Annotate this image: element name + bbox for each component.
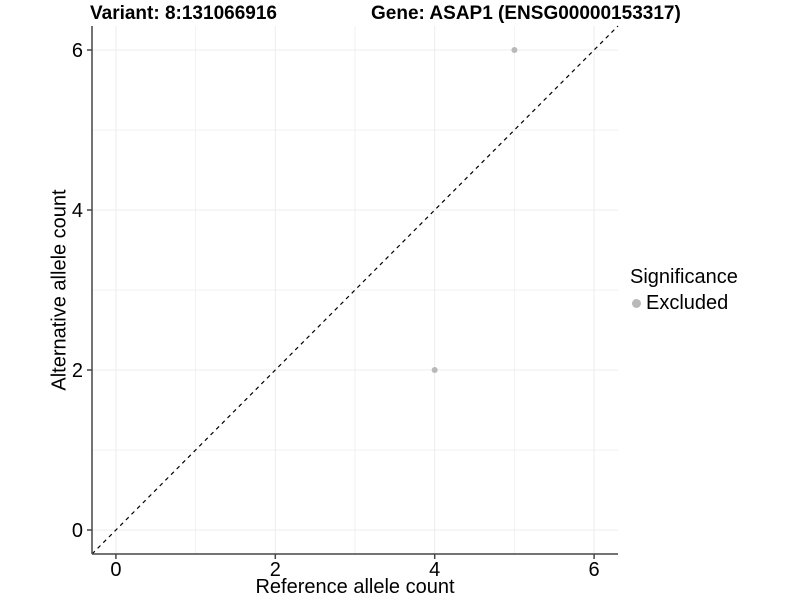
y-tick-label: 2 (72, 360, 83, 382)
x-tick-label: 0 (110, 559, 121, 581)
gene-title: Gene: ASAP1 (ENSG00000153317) (371, 3, 681, 24)
x-tick-label: 4 (429, 559, 440, 581)
y-axis-label: Alternative allele count (48, 189, 71, 391)
x-tick-label: 6 (589, 559, 600, 581)
y-tick-label: 4 (72, 200, 83, 222)
y-tick-label: 6 (72, 40, 83, 62)
data-point (511, 47, 518, 53)
x-tick-label: 2 (270, 559, 281, 581)
data-point (431, 367, 438, 373)
legend-title: Significance (630, 266, 738, 288)
x-axis-label: Reference allele count (255, 576, 455, 598)
y-tick-label: 0 (72, 520, 83, 542)
variant-title: Variant: 8:131066916 (90, 3, 277, 24)
legend: Significance Excluded (630, 266, 738, 315)
legend-item-excluded: Excluded (630, 292, 738, 315)
excluded-point-icon (632, 299, 641, 308)
legend-item-label: Excluded (646, 292, 729, 314)
